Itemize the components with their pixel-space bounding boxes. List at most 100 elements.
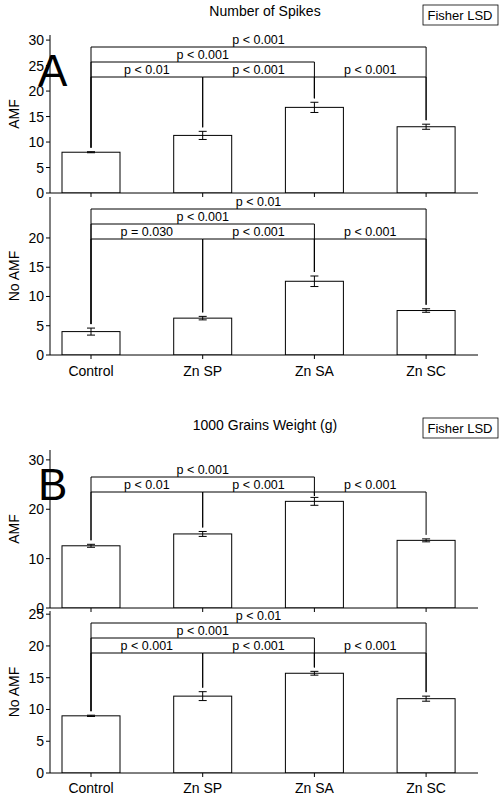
comparison-bracket: p < 0.01: [91, 63, 203, 148]
bars: [62, 671, 455, 773]
bracket-line: [91, 492, 203, 540]
bar: [174, 135, 232, 193]
comparison-bracket: p < 0.001: [203, 478, 315, 527]
bar: [62, 716, 120, 773]
subpanel: 0102030AMFp < 0.01p < 0.001p < 0.001p < …: [6, 450, 478, 616]
x-tick: [314, 608, 315, 612]
bracket-line: [203, 239, 315, 312]
x-tick-label: Zn SC: [406, 780, 446, 796]
y-axis-label: AMF: [6, 99, 22, 129]
error-cap: [199, 139, 207, 140]
error-cap: [199, 536, 207, 537]
p-value-label: p < 0.001: [121, 639, 174, 653]
comparison-bracket: p < 0.001: [91, 48, 314, 148]
x-tick: [314, 773, 315, 777]
error-bar: [199, 531, 207, 536]
bar: [62, 152, 120, 193]
y-axis: [50, 35, 51, 193]
bars: [62, 102, 455, 193]
error-bar: [310, 102, 318, 112]
x-tick-label: Zn SP: [183, 780, 222, 796]
y-tick: [46, 91, 50, 92]
comparison-bracket: p < 0.001: [203, 639, 315, 688]
method-box: [423, 5, 498, 25]
y-tick: [46, 677, 50, 678]
x-tick: [91, 355, 92, 359]
figure: Number of SpikesFisher LSDA051015202530A…: [0, 0, 504, 801]
comparison-bracket: p < 0.001: [91, 463, 314, 540]
subpanel: 051015202530AMFp < 0.01p < 0.001p < 0.00…: [6, 32, 478, 201]
error-bar: [422, 696, 430, 701]
y-tick-label: 10: [28, 134, 44, 150]
y-tick-label: 15: [28, 670, 44, 686]
bar: [174, 318, 232, 355]
bracket-line: [91, 477, 314, 540]
error-cap: [422, 541, 430, 542]
p-value-label: p < 0.001: [344, 639, 397, 653]
y-tick-label: 0: [36, 185, 44, 201]
x-tick: [426, 193, 427, 197]
bracket-line: [91, 239, 203, 324]
y-tick-label: 15: [28, 259, 44, 275]
y-tick: [46, 741, 50, 742]
error-bar: [87, 328, 95, 335]
y-tick-label: 20: [28, 501, 44, 517]
y-tick-label: 25: [28, 606, 44, 622]
x-tick: [91, 193, 92, 197]
y-tick: [46, 558, 50, 559]
comparison-bracket: p < 0.001: [203, 225, 315, 312]
chart: Number of SpikesFisher LSDA051015202530A…: [6, 3, 498, 379]
y-tick: [46, 116, 50, 117]
error-line: [202, 316, 203, 320]
bar: [285, 107, 343, 193]
error-cap: [87, 152, 95, 153]
comparison-bracket: p < 0.01: [91, 609, 426, 711]
error-line: [202, 131, 203, 139]
p-value-label: p < 0.001: [232, 478, 285, 492]
bracket-line: [314, 77, 426, 120]
bracket-line: [314, 653, 426, 692]
method-box: [423, 418, 498, 438]
x-axis: [50, 355, 478, 356]
error-cap: [199, 531, 207, 532]
error-cap: [199, 691, 207, 692]
y-axis: [50, 197, 51, 355]
error-bar: [310, 497, 318, 505]
error-bar: [199, 316, 207, 320]
comparison-bracket: p < 0.01: [91, 478, 203, 540]
comparison-bracket: p < 0.001: [314, 478, 426, 535]
p-value-label: p = 0.030: [121, 225, 174, 239]
bracket-line: [203, 492, 315, 527]
error-bar: [422, 309, 430, 313]
bracket-line: [91, 638, 314, 711]
y-tick-label: 0: [36, 347, 44, 363]
x-tick: [426, 608, 427, 612]
comparison-bracket: p < 0.001: [203, 63, 315, 127]
error-line: [314, 497, 315, 505]
x-tick-label: Zn SA: [295, 780, 335, 796]
y-tick: [46, 296, 50, 297]
error-line: [202, 692, 203, 701]
chart-title: Number of Spikes: [209, 3, 320, 19]
subpanel: 0510152025No AMFp < 0.001p < 0.001p < 0.…: [6, 606, 478, 796]
p-value-label: p < 0.01: [236, 195, 282, 209]
y-tick-label: 25: [28, 58, 44, 74]
bracket-line: [203, 653, 315, 688]
y-tick-label: 5: [36, 733, 44, 749]
bracket-line: [91, 47, 426, 148]
error-cap: [422, 696, 430, 697]
error-bar: [422, 539, 430, 542]
error-cap: [87, 335, 95, 336]
y-axis-label: No AMF: [6, 667, 22, 718]
error-line: [426, 124, 427, 129]
x-tick-label: Zn SP: [183, 363, 222, 379]
bar: [285, 501, 343, 608]
error-line: [314, 276, 315, 287]
error-cap: [310, 112, 318, 113]
p-value-label: p < 0.001: [232, 63, 285, 77]
error-cap: [422, 124, 430, 125]
error-line: [202, 531, 203, 536]
bar: [397, 311, 455, 355]
error-cap: [422, 538, 430, 539]
p-value-label: p < 0.001: [176, 624, 229, 638]
